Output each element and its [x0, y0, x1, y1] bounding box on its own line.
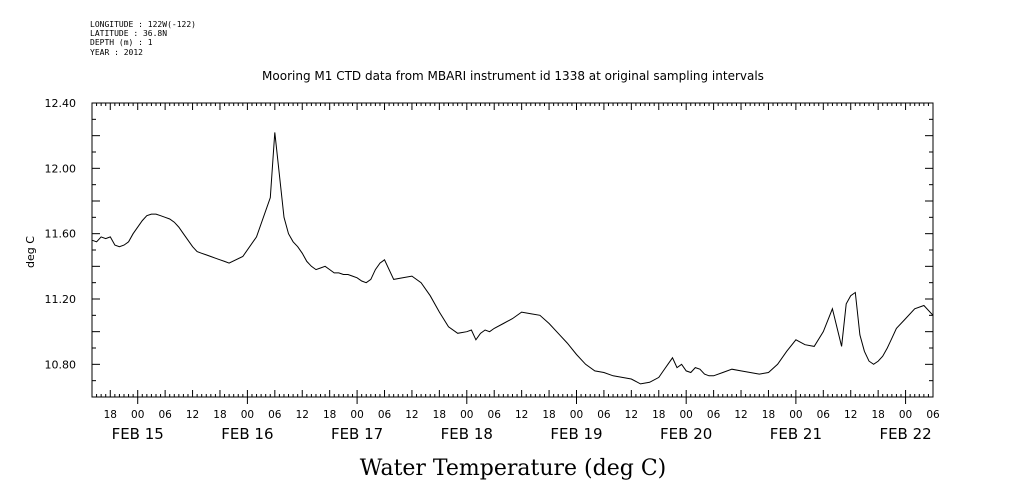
x-day-label: FEB 21 [770, 425, 822, 443]
y-tick-label: 10.80 [45, 358, 77, 371]
x-tick-label: 06 [926, 409, 940, 421]
x-tick-label: 18 [104, 409, 117, 421]
x-tick-label: 06 [378, 409, 392, 421]
x-tick-label: 06 [597, 409, 611, 421]
x-tick-label: 18 [652, 409, 665, 421]
x-tick-label: 06 [707, 409, 721, 421]
x-tick-label: 12 [734, 409, 747, 421]
x-tick-label: 00 [570, 409, 583, 421]
x-day-label: FEB 20 [660, 425, 712, 443]
x-tick-label: 06 [817, 409, 831, 421]
x-day-label: FEB 22 [879, 425, 931, 443]
year-text: YEAR : 2012 [90, 47, 143, 57]
x-tick-label: 00 [241, 409, 254, 421]
x-day-label: FEB 15 [112, 425, 164, 443]
x-day-label: FEB 19 [550, 425, 602, 443]
metadata-block: LONGITUDE : 122W(-122) LATITUDE : 36.8N … [90, 20, 196, 57]
x-tick-label: 00 [789, 409, 802, 421]
x-tick-label: 18 [213, 409, 226, 421]
x-tick-label: 00 [350, 409, 363, 421]
x-tick-label: 12 [186, 409, 199, 421]
x-axis-label: Water Temperature (deg C) [360, 456, 667, 481]
x-tick-label: 06 [488, 409, 502, 421]
y-tick-label: 12.00 [45, 162, 77, 175]
axis-ticks [91, 102, 934, 404]
x-tick-label: 18 [433, 409, 446, 421]
x-tick-label: 00 [679, 409, 692, 421]
y-tick-label: 11.60 [45, 228, 77, 241]
axis-labels: 18 00 06 12 18 00 06 12 18 00 06 12 18 00 06 12 18 00 06 12… [45, 97, 940, 443]
y-tick-label: 12.40 [45, 97, 77, 110]
y-axis-label: deg C [24, 236, 37, 268]
x-tick-label: 00 [131, 409, 144, 421]
y-tick-label: 11.20 [45, 293, 77, 306]
x-tick-label: 12 [296, 409, 309, 421]
longitude-text: LONGITUDE : 122W(-122) [90, 20, 196, 29]
x-tick-label: 00 [460, 409, 473, 421]
x-tick-label: 12 [515, 409, 528, 421]
x-tick-label: 06 [158, 409, 172, 421]
x-tick-label: 18 [871, 409, 884, 421]
x-day-label: FEB 16 [221, 425, 273, 443]
x-tick-label: 12 [844, 409, 857, 421]
x-tick-label: 12 [405, 409, 418, 421]
x-day-label: FEB 17 [331, 425, 383, 443]
x-tick-label: 06 [268, 409, 282, 421]
chart-title: Mooring M1 CTD data from MBARI instrumen… [262, 69, 764, 83]
x-tick-label: 00 [899, 409, 912, 421]
latitude-text: LATITUDE : 36.8N [90, 29, 168, 39]
temperature-series-line [91, 132, 934, 385]
x-tick-label: 18 [542, 409, 555, 421]
plot-frame [91, 102, 934, 398]
x-tick-label: 12 [625, 409, 638, 421]
x-tick-label: 18 [323, 409, 336, 421]
x-tick-label: 18 [762, 409, 775, 421]
x-day-label: FEB 18 [441, 425, 493, 443]
depth-text: DEPTH (m) : 1 [90, 38, 153, 48]
